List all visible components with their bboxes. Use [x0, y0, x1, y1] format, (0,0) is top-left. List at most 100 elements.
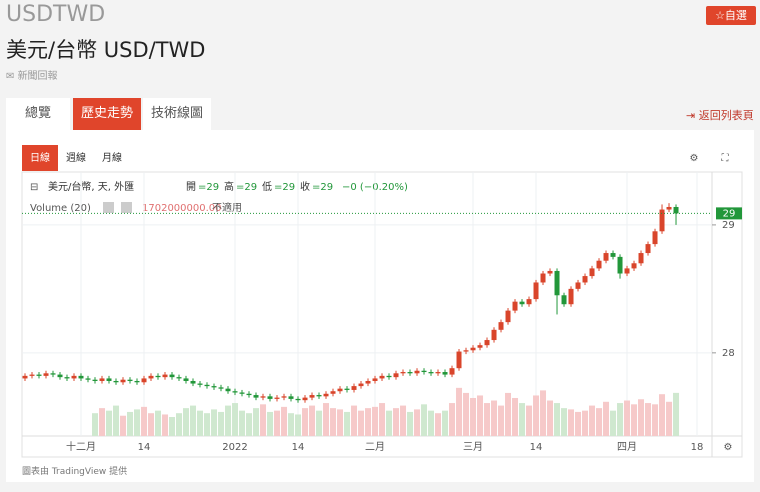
- candle-body: [470, 347, 476, 351]
- candle-body: [456, 351, 462, 369]
- candle-body: [148, 375, 154, 379]
- volume-bar: [540, 390, 547, 436]
- x-tick-label: 14: [530, 442, 543, 453]
- volume-bar: [337, 409, 344, 436]
- volume-bar: [274, 410, 281, 436]
- volume-bar: [176, 413, 183, 436]
- candle-body: [295, 398, 301, 401]
- candle-body: [463, 350, 469, 352]
- volume-bar: [141, 406, 148, 436]
- volume-bar: [197, 410, 204, 436]
- volume-bar: [302, 408, 309, 436]
- series: [22, 203, 680, 436]
- volume-na: 不適用: [212, 201, 242, 214]
- candle-body: [442, 372, 448, 375]
- tab[interactable]: 總覽: [6, 98, 70, 130]
- volume-bar: [442, 410, 449, 436]
- legend-name: 美元/台幣, 天, 外匯: [48, 180, 134, 193]
- candle-body: [617, 256, 623, 274]
- volume-bar: [400, 405, 407, 436]
- volume-bar: [449, 403, 456, 436]
- candle-body: [302, 397, 308, 401]
- candle-body: [477, 345, 483, 348]
- volume-bar: [92, 413, 99, 436]
- volume-bar: [645, 403, 652, 436]
- volume-bar: [582, 410, 589, 436]
- candle-body: [575, 282, 581, 289]
- volume-bar: [162, 414, 169, 436]
- candle-body: [554, 270, 560, 296]
- candle-body: [141, 378, 147, 383]
- candle-body: [316, 395, 322, 397]
- volume-bar: [547, 400, 554, 436]
- news-text[interactable]: 新聞回報: [17, 71, 58, 82]
- candle-body: [533, 282, 539, 300]
- volume-bar: [239, 410, 246, 436]
- candle-body: [484, 340, 490, 346]
- candle-body: [519, 301, 525, 305]
- settings-icon[interactable]: ⚙: [690, 153, 699, 164]
- volume-bar: [624, 400, 631, 436]
- volume-bar: [365, 408, 372, 436]
- symbol: USDTWD: [6, 2, 106, 27]
- back-text[interactable]: 返回列表頁: [698, 109, 754, 122]
- volume-bar: [218, 411, 225, 436]
- x-tick-label: 四月: [617, 441, 637, 453]
- volume-bar: [512, 397, 519, 436]
- candle-body: [666, 206, 672, 210]
- candle-body: [358, 383, 364, 387]
- interval-tab[interactable]: 週線: [66, 151, 86, 164]
- volume-bar: [106, 410, 113, 436]
- volume-bar: [344, 411, 351, 436]
- candle-body: [582, 276, 588, 283]
- candle-body: [267, 396, 273, 399]
- candle-body: [407, 372, 413, 374]
- candle-body: [155, 375, 161, 378]
- x-tick-label: 十二月: [66, 440, 96, 453]
- volume-close[interactable]: [121, 202, 132, 213]
- volume-bar: [148, 413, 155, 436]
- candle-body: [400, 372, 406, 374]
- volume-bar: [666, 401, 673, 436]
- tab[interactable]: 技術線圖: [143, 98, 211, 130]
- volume-settings[interactable]: [103, 202, 114, 213]
- volume-bar: [379, 403, 386, 436]
- candle-body: [631, 263, 637, 269]
- candle-body: [379, 375, 385, 379]
- candle-body: [309, 395, 315, 398]
- volume-bar: [260, 404, 267, 436]
- legend-key: 低: [262, 180, 272, 193]
- volume-bar: [652, 404, 659, 436]
- fullscreen-icon[interactable]: ⛶: [721, 153, 730, 164]
- volume-bar: [477, 395, 484, 436]
- volume-bar: [253, 408, 260, 436]
- interval-tab[interactable]: 月線: [102, 151, 122, 164]
- candle-body: [414, 370, 420, 374]
- volume-bar: [519, 403, 526, 436]
- axis-settings-icon[interactable]: ⚙: [724, 442, 733, 453]
- back-link[interactable]: ⇥ 返回列表頁: [686, 109, 754, 122]
- watch-button[interactable]: ☆自選: [706, 6, 756, 25]
- candle-body: [421, 370, 427, 373]
- volume-bar: [134, 409, 141, 436]
- interval-tab[interactable]: 日線: [30, 151, 50, 164]
- candle-body: [365, 380, 371, 384]
- candle-body: [344, 388, 350, 390]
- candle-body: [85, 378, 91, 380]
- volume-bar: [309, 405, 316, 436]
- volume-bar: [246, 413, 253, 436]
- volume-bar: [498, 405, 505, 436]
- candle-body: [561, 295, 567, 305]
- candle-body: [43, 373, 49, 376]
- candle-body: [50, 373, 56, 375]
- volume-value: 1702000000.00: [142, 203, 222, 214]
- volume-bar: [463, 392, 470, 436]
- volume-bar: [386, 410, 393, 436]
- volume-bar: [631, 404, 638, 436]
- news-link[interactable]: ✉ 新聞回報: [6, 71, 58, 82]
- tab-active[interactable]: 歷史走勢: [73, 98, 141, 130]
- legend-key: 高: [224, 180, 234, 193]
- candle-body: [127, 379, 133, 381]
- candle-body: [211, 386, 217, 388]
